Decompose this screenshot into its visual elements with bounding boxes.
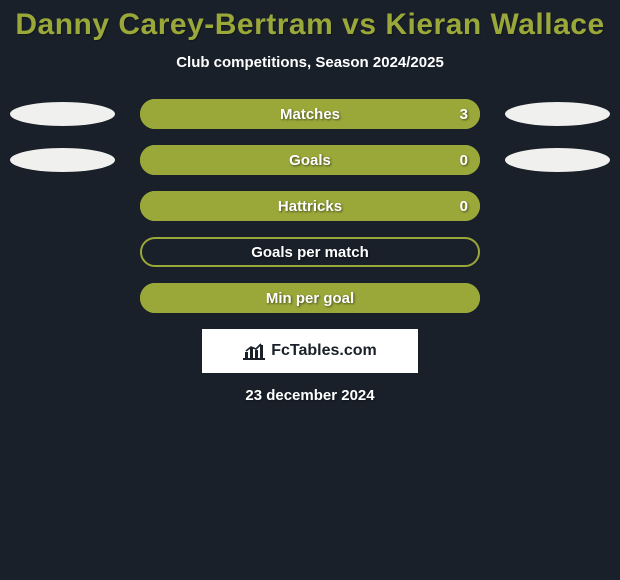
player1-marker [10,148,115,172]
stat-label: Goals per match [140,237,480,267]
stat-row: Matches3 [0,99,620,129]
stat-bar: Matches3 [140,99,480,129]
player2-marker [505,148,610,172]
player2-marker [505,102,610,126]
comparison-card: Danny Carey-Bertram vs Kieran Wallace Cl… [0,0,620,404]
stat-row: Goals0 [0,145,620,175]
stats-list: Matches3Goals0Hattricks0Goals per matchM… [0,99,620,313]
stat-value-right: 0 [460,191,468,221]
date-text: 23 december 2024 [0,387,620,404]
stat-label: Goals [140,145,480,175]
stat-value-right: 3 [460,99,468,129]
stat-label: Hattricks [140,191,480,221]
stat-bar: Goals0 [140,145,480,175]
stat-row: Hattricks0 [0,191,620,221]
brand-text: FcTables.com [271,342,377,360]
stat-value-right: 0 [460,145,468,175]
stat-row: Min per goal [0,283,620,313]
player1-marker [10,102,115,126]
stat-bar: Goals per match [140,237,480,267]
stat-row: Goals per match [0,237,620,267]
stat-bar: Min per goal [140,283,480,313]
stat-label: Matches [140,99,480,129]
subtitle: Club competitions, Season 2024/2025 [0,54,620,71]
chart-icon [243,342,265,360]
brand-badge[interactable]: FcTables.com [202,329,418,373]
stat-bar: Hattricks0 [140,191,480,221]
stat-label: Min per goal [140,283,480,313]
page-title: Danny Carey-Bertram vs Kieran Wallace [0,8,620,42]
